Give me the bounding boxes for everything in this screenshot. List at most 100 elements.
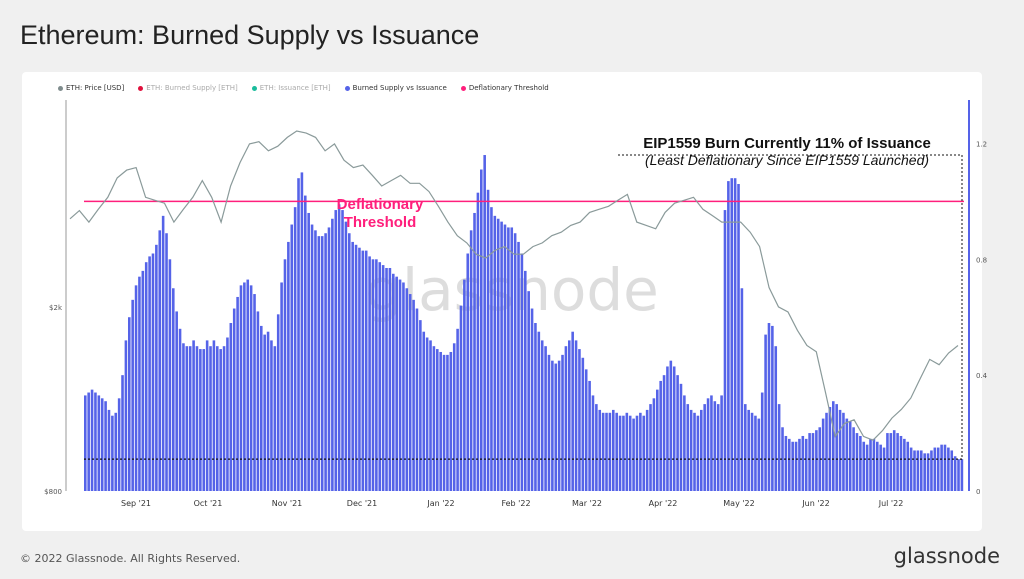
bar	[899, 435, 903, 491]
bar	[598, 409, 602, 491]
bar	[202, 349, 206, 491]
bar	[744, 404, 747, 491]
bar	[463, 279, 466, 491]
bar	[801, 435, 805, 491]
bar	[84, 395, 87, 491]
bar	[392, 273, 395, 491]
bar	[331, 218, 334, 491]
bar	[720, 395, 723, 491]
bar	[920, 450, 923, 491]
bar	[408, 294, 412, 491]
bar	[117, 398, 121, 491]
bar	[876, 441, 879, 491]
bar	[554, 363, 558, 491]
bar	[469, 230, 473, 491]
bar	[943, 444, 947, 491]
bar	[716, 404, 720, 491]
bar	[442, 354, 446, 491]
bar	[635, 415, 639, 491]
bar	[337, 204, 341, 491]
legend-item-deflationary-threshold[interactable]: Deflationary Threshold	[460, 84, 549, 92]
bar	[175, 311, 178, 491]
bar	[832, 401, 835, 491]
bar	[283, 259, 287, 491]
bar	[260, 325, 263, 491]
annotation-subtitle: (Least Deflationary Since EIP1559 Launch…	[645, 152, 929, 168]
bar	[940, 444, 943, 491]
bar	[676, 375, 679, 491]
bar	[581, 357, 585, 491]
bar	[815, 430, 818, 491]
bar	[730, 178, 734, 491]
legend-dot-icon	[138, 85, 144, 91]
bar	[327, 227, 331, 491]
legend-label: ETH: Burned Supply [ETH]	[146, 84, 238, 92]
bar	[557, 360, 561, 491]
bar	[537, 331, 541, 491]
bar	[439, 351, 442, 491]
bar	[310, 224, 314, 492]
bar	[364, 250, 368, 491]
bar	[293, 207, 297, 491]
bar	[520, 253, 524, 491]
bar	[280, 282, 283, 491]
bar	[855, 433, 859, 491]
bar	[486, 189, 490, 492]
bar	[249, 285, 253, 491]
bar	[632, 418, 635, 491]
bar	[239, 285, 243, 491]
bar	[892, 430, 896, 491]
x-tick-label: Nov '21	[272, 499, 303, 508]
bar	[700, 409, 703, 491]
bar	[777, 404, 781, 491]
bar	[659, 380, 662, 491]
bar	[493, 215, 497, 491]
legend-item-price[interactable]: ETH: Price [USD]	[58, 84, 124, 92]
bar	[144, 262, 148, 491]
bar	[530, 308, 534, 491]
bar	[534, 323, 537, 491]
bar	[490, 207, 493, 491]
bar	[561, 354, 564, 491]
bar	[879, 444, 882, 491]
x-tick-label: May '22	[723, 499, 754, 508]
bar	[568, 340, 571, 491]
bar	[689, 409, 693, 491]
chart-legend: ETH: Price [USD] ETH: Burned Supply [ETH…	[58, 84, 549, 92]
bar	[100, 398, 104, 491]
bar	[232, 308, 236, 491]
legend-item-burned-vs-issuance[interactable]: Burned Supply vs Issuance	[344, 84, 447, 92]
legend-label: ETH: Issuance [ETH]	[259, 84, 331, 92]
bar	[710, 395, 713, 491]
bar	[473, 212, 476, 491]
bar	[307, 212, 310, 491]
legend-dot-icon	[344, 85, 350, 91]
bar	[781, 427, 784, 491]
bar	[354, 244, 358, 491]
threshold-label-line2: Threshold	[344, 214, 417, 231]
legend-item-issuance[interactable]: ETH: Issuance [ETH]	[251, 84, 331, 92]
legend-dot-icon	[460, 85, 466, 91]
bar	[865, 444, 869, 491]
bar	[527, 291, 530, 491]
bar	[564, 346, 568, 491]
bar	[862, 441, 866, 491]
bar	[933, 447, 937, 491]
bar	[923, 453, 926, 491]
bar	[574, 340, 578, 491]
bar	[913, 450, 916, 491]
bar	[165, 233, 168, 492]
bar	[128, 317, 131, 491]
legend-label: ETH: Price [USD]	[66, 84, 125, 92]
bar	[395, 276, 398, 491]
bar	[642, 415, 646, 491]
bar	[348, 233, 351, 492]
bar	[845, 418, 849, 491]
bar	[466, 253, 470, 491]
legend-item-burned-supply[interactable]: ETH: Burned Supply [ETH]	[138, 84, 238, 92]
bar	[107, 409, 111, 491]
bar	[192, 340, 195, 491]
bar	[503, 224, 507, 492]
y-left-ticks: $800 $2k	[44, 304, 63, 496]
